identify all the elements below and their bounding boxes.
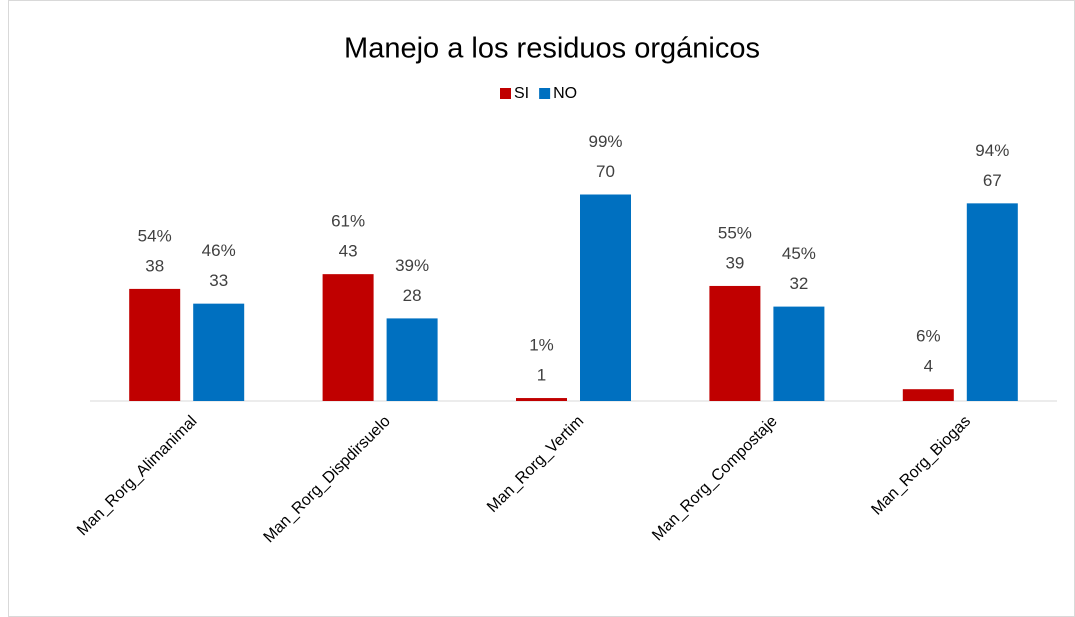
value-label: 70 xyxy=(596,162,615,181)
percent-label: 94% xyxy=(975,141,1009,160)
bar xyxy=(322,274,374,401)
value-label: 43 xyxy=(339,242,358,261)
percent-label: 55% xyxy=(718,223,752,242)
legend-swatch xyxy=(539,88,551,99)
percent-label: 46% xyxy=(202,241,236,260)
bar xyxy=(902,389,954,401)
bar xyxy=(193,303,245,401)
percent-label: 99% xyxy=(588,132,622,151)
bar xyxy=(129,288,181,401)
value-label: 4 xyxy=(924,357,933,376)
value-label: 1 xyxy=(537,366,546,385)
value-label: 32 xyxy=(789,274,808,293)
percent-label: 54% xyxy=(138,226,172,245)
chart-title: Manejo a los residuos orgánicos xyxy=(344,33,760,65)
legend-label: SI xyxy=(514,85,529,102)
percent-label: 6% xyxy=(916,327,941,346)
value-label: 38 xyxy=(145,256,164,275)
percent-label: 61% xyxy=(331,212,365,231)
value-label: 39 xyxy=(725,253,744,272)
bar xyxy=(773,306,825,401)
chart-frame xyxy=(8,0,1075,617)
bar xyxy=(709,285,761,401)
value-label: 33 xyxy=(209,271,228,290)
bar xyxy=(386,318,438,401)
legend-swatch xyxy=(500,88,511,99)
legend-label: NO xyxy=(553,85,577,102)
bar xyxy=(966,203,1018,401)
percent-label: 1% xyxy=(529,336,554,355)
percent-label: 45% xyxy=(782,244,816,263)
percent-label: 39% xyxy=(395,256,429,275)
bar xyxy=(580,194,631,401)
value-label: 28 xyxy=(403,286,422,305)
bar xyxy=(516,398,567,401)
value-label: 67 xyxy=(983,171,1002,190)
